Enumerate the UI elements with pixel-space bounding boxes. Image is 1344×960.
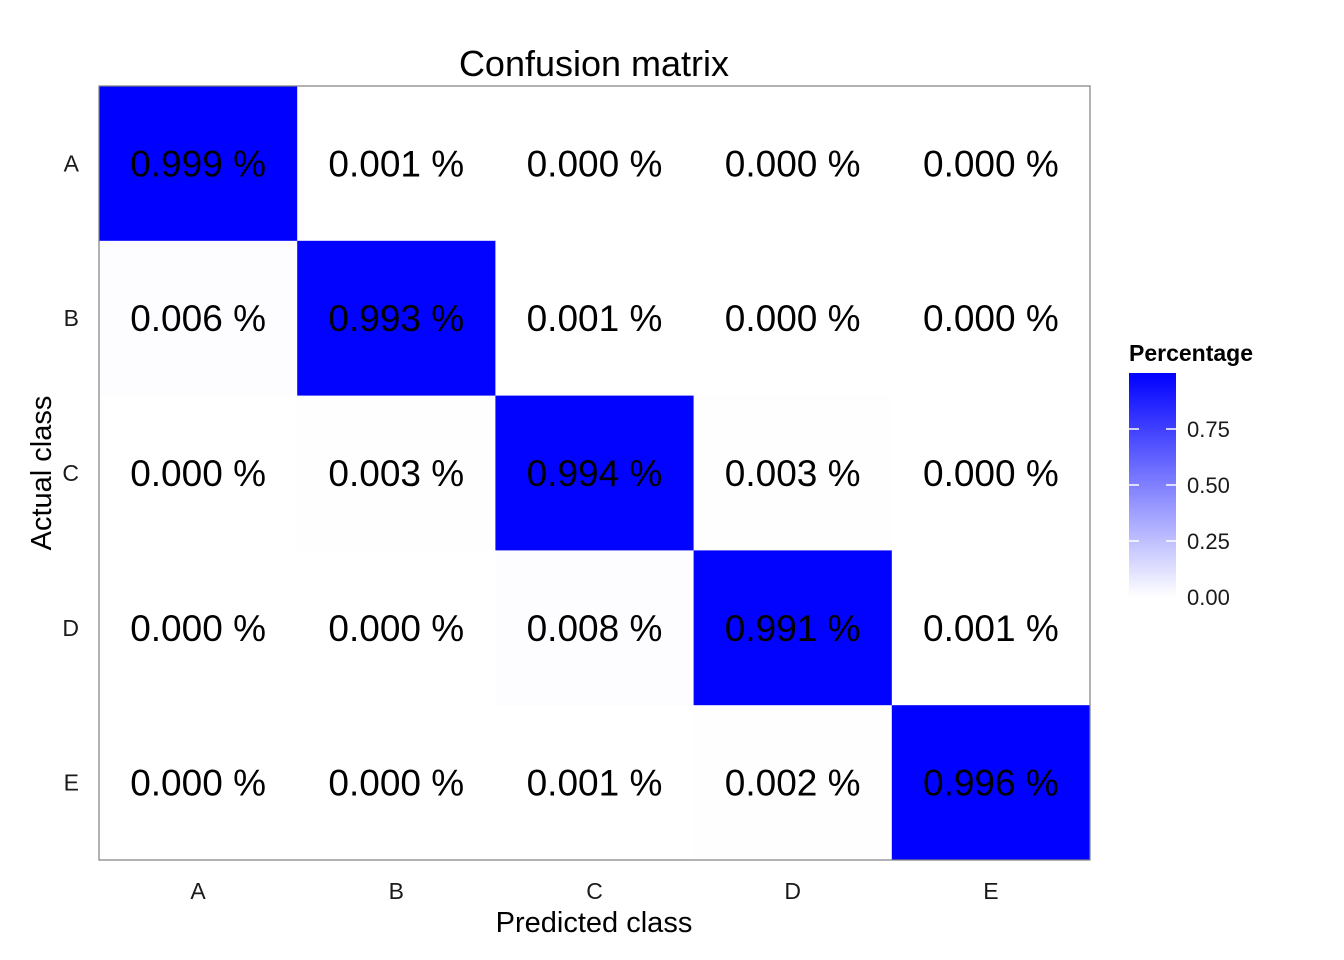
cell-value-label: 0.000 % <box>328 763 464 804</box>
heatmap-cell <box>297 240 496 397</box>
y-tick-label: D <box>62 615 79 641</box>
heatmap-cell-labels: 0.999 % 0.001 % 0.000 % 0.000 % 0.000 % 0.006… <box>130 143 1059 803</box>
heatmap-cell <box>693 86 893 242</box>
cell-value-label: 0.999 % <box>130 143 266 184</box>
cell-value-label: 0.000 % <box>725 298 861 339</box>
cell-value-label: 0.000 % <box>130 453 266 494</box>
cell-value-label: 0.000 % <box>923 298 1059 339</box>
x-tick-label: B <box>389 878 404 904</box>
heatmap-cell <box>495 550 695 706</box>
cell-value-label: 0.001 % <box>527 763 663 804</box>
cell-value-label: 0.003 % <box>725 453 861 494</box>
heatmap-cell <box>297 86 496 242</box>
cell-value-label: 0.001 % <box>923 608 1059 649</box>
x-tick-label: E <box>983 878 998 904</box>
heatmap-cell <box>297 550 496 706</box>
x-tick-label: C <box>586 878 603 904</box>
cell-value-label: 0.008 % <box>527 608 663 649</box>
cell-value-label: 0.993 % <box>328 298 464 339</box>
y-axis-tick-labels: A B C D E <box>62 150 79 795</box>
y-tick-label: B <box>64 305 79 331</box>
heatmap-cell <box>495 86 695 242</box>
heatmap-cell <box>891 395 1091 551</box>
legend-tick-label: 0.50 <box>1187 473 1230 498</box>
cell-value-label: 0.000 % <box>923 143 1059 184</box>
x-axis-label: Predicted class <box>496 907 693 939</box>
legend-tick-label: 0.00 <box>1187 585 1230 610</box>
cell-value-label: 0.001 % <box>527 298 663 339</box>
heatmap-cell <box>99 550 298 706</box>
heatmap-cell <box>693 550 893 706</box>
heatmap-cell <box>297 395 496 551</box>
y-tick-label: E <box>64 770 79 796</box>
plot-border <box>98 85 1091 861</box>
heatmap-cell <box>891 86 1091 242</box>
cell-value-label: 0.000 % <box>130 608 266 649</box>
legend-tick-label: 0.25 <box>1187 529 1230 554</box>
cell-value-label: 0.000 % <box>130 763 266 804</box>
legend-tick-label: 0.75 <box>1187 417 1230 442</box>
color-legend: Percentage 0.00 0.25 0.50 0.75 <box>1129 340 1253 610</box>
heatmap-cell <box>99 705 298 861</box>
heatmap-cell <box>495 395 695 551</box>
y-tick-label: C <box>62 460 79 486</box>
heatmap-cell <box>99 395 298 551</box>
cell-value-label: 0.000 % <box>923 453 1059 494</box>
legend-title: Percentage <box>1129 340 1253 366</box>
cell-value-label: 0.000 % <box>328 608 464 649</box>
chart-title: Confusion matrix <box>459 43 729 84</box>
cell-value-label: 0.003 % <box>328 453 464 494</box>
y-axis-label: Actual class <box>26 396 58 551</box>
heatmap-cell <box>297 705 496 861</box>
cell-value-label: 0.002 % <box>725 763 861 804</box>
heatmap-cell <box>693 395 893 551</box>
x-axis-tick-labels: A B C D E <box>190 878 998 904</box>
heatmap-cell <box>693 240 893 397</box>
x-tick-label: A <box>190 878 206 904</box>
heatmap-cell <box>495 705 695 861</box>
heatmap-cell <box>693 705 893 861</box>
cell-value-label: 0.994 % <box>527 453 663 494</box>
heatmap-cell <box>99 86 298 242</box>
cell-value-label: 0.991 % <box>725 608 861 649</box>
cell-value-label: 0.006 % <box>130 298 266 339</box>
legend-ticks: 0.00 0.25 0.50 0.75 <box>1129 417 1230 610</box>
heatmap-cells <box>99 86 1091 861</box>
y-tick-label: A <box>64 150 80 176</box>
cell-value-label: 0.996 % <box>923 763 1059 804</box>
heatmap-cell <box>99 240 298 397</box>
heatmap-cell <box>495 240 695 397</box>
cell-value-label: 0.001 % <box>328 143 464 184</box>
cell-value-label: 0.000 % <box>725 143 861 184</box>
heatmap-cell <box>891 240 1091 397</box>
cell-value-label: 0.000 % <box>527 143 663 184</box>
x-tick-label: D <box>784 878 801 904</box>
heatmap-cell <box>891 705 1091 861</box>
heatmap-cell <box>891 550 1091 706</box>
